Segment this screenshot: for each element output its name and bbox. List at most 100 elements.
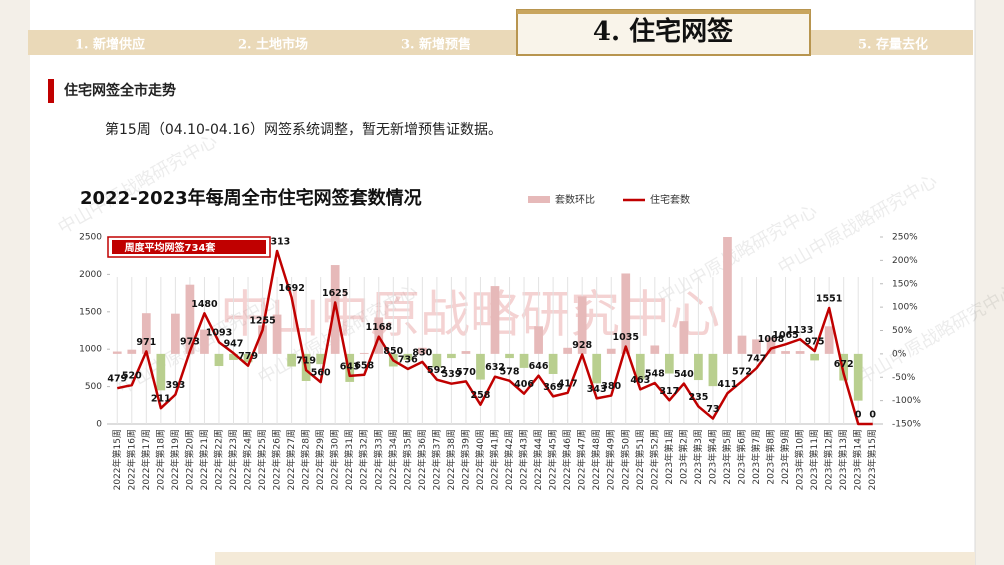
x-tick-label: 2022年第29周 — [314, 429, 326, 490]
x-tick-label: 2023年第8周 — [765, 429, 777, 485]
x-tick-label: 2022年第16周 — [125, 429, 137, 490]
change-bar — [781, 351, 790, 354]
data-label: 0 — [855, 410, 862, 421]
change-bar — [839, 353, 849, 381]
change-bar — [853, 353, 863, 401]
tab-label: 5. 存量去化 — [858, 37, 928, 53]
data-label: 572 — [732, 367, 752, 378]
change-bar — [548, 353, 558, 374]
data-label: 570 — [456, 367, 476, 378]
watermark-center: 中山中原战略研究中心 — [220, 286, 720, 344]
data-label: 643 — [340, 361, 360, 372]
y2-tick-label: 0% — [892, 349, 907, 359]
data-label: 658 — [354, 360, 374, 371]
y-tick-label: 2500 — [79, 233, 102, 243]
change-bar — [824, 326, 834, 354]
data-label: 540 — [674, 369, 694, 380]
data-label: 672 — [834, 359, 854, 370]
data-label: 1255 — [249, 316, 275, 327]
change-bar — [534, 326, 543, 354]
data-label: 1035 — [613, 332, 639, 343]
data-label: 747 — [747, 354, 767, 365]
change-bar — [679, 321, 689, 354]
x-tick-label: 2023年第6周 — [735, 429, 747, 485]
change-bar — [432, 353, 442, 368]
tab-strip — [28, 30, 973, 55]
x-tick-label: 2022年第48周 — [590, 429, 602, 490]
change-bar — [316, 353, 326, 365]
change-bar — [635, 353, 645, 380]
x-tick-label: 2022年第30周 — [329, 429, 341, 490]
change-bar — [752, 339, 761, 354]
x-tick-label: 2023年第10周 — [794, 429, 806, 490]
x-tick-label: 2022年第51周 — [634, 429, 646, 490]
x-tick-label: 2023年第15周 — [866, 429, 878, 490]
y2-tick-label: -50% — [892, 373, 916, 383]
change-bar — [156, 353, 166, 391]
data-label: 211 — [151, 394, 171, 405]
x-tick-label: 2022年第34周 — [387, 429, 399, 490]
annotation: 周度平均网签734套 — [125, 241, 217, 254]
change-bar — [403, 353, 413, 360]
x-tick-label: 2022年第23周 — [227, 429, 239, 490]
x-tick-label: 2022年第17周 — [140, 429, 152, 490]
data-label: 258 — [471, 390, 491, 401]
count-line — [117, 249, 873, 426]
x-tick-label: 2022年第21周 — [198, 429, 210, 490]
change-bar — [229, 353, 238, 360]
y-tick-label: 0 — [96, 420, 102, 430]
data-label: 592 — [427, 365, 447, 376]
x-tick-label: 2022年第50周 — [619, 429, 631, 490]
change-bar — [258, 325, 267, 354]
x-tick-label: 2022年第49周 — [605, 429, 617, 490]
data-label: 1093 — [206, 328, 232, 339]
data-label: 578 — [500, 366, 520, 377]
data-label: 548 — [645, 369, 665, 380]
data-label: 406 — [514, 379, 534, 390]
y2-tick-label: 100% — [892, 303, 918, 313]
x-tick-label: 2022年第52周 — [648, 429, 660, 490]
change-bar — [418, 347, 427, 354]
legend-swatch — [528, 196, 550, 203]
data-label: 971 — [136, 337, 156, 348]
x-tick-label: 2022年第24周 — [242, 429, 254, 490]
data-label: 632 — [485, 362, 505, 373]
x-tick-label: 2023年第3周 — [692, 429, 704, 485]
x-tick-label: 2022年第32周 — [358, 429, 370, 490]
data-label: 520 — [122, 371, 142, 382]
change-bar — [664, 353, 674, 374]
change-bar — [810, 353, 819, 361]
change-bar — [766, 337, 776, 354]
data-label: 235 — [688, 392, 708, 403]
change-bar — [185, 284, 195, 354]
y-tick-label: 500 — [85, 382, 102, 392]
x-tick-label: 2022年第39周 — [459, 429, 471, 490]
x-tick-label: 2023年第14周 — [852, 429, 864, 490]
x-tick-label: 2022年第44周 — [532, 429, 544, 490]
data-label: 539 — [441, 369, 461, 380]
data-label: 646 — [529, 361, 549, 372]
data-label: 719 — [296, 356, 316, 367]
x-tick-label: 2022年第19周 — [169, 429, 181, 490]
section-marker — [48, 79, 54, 103]
change-bar — [621, 273, 631, 354]
data-label: 479 — [107, 374, 127, 385]
change-bar — [505, 353, 514, 359]
annotation-fill — [112, 240, 266, 254]
active-tab — [516, 9, 811, 56]
data-label: 0 — [869, 410, 876, 421]
change-bar — [490, 286, 500, 354]
y2-tick-label: -150% — [892, 420, 921, 430]
change-bar — [272, 314, 282, 354]
change-bar — [577, 296, 587, 354]
x-tick-label: 2022年第47周 — [576, 429, 588, 490]
change-bar — [330, 265, 340, 354]
change-bar — [447, 353, 456, 359]
slide-card — [30, 0, 975, 565]
x-tick-label: 2022年第42周 — [503, 429, 515, 490]
data-label: 1625 — [322, 288, 348, 299]
data-label: 411 — [718, 379, 738, 390]
data-label: 779 — [238, 351, 258, 362]
x-tick-label: 2022年第28周 — [300, 429, 312, 490]
